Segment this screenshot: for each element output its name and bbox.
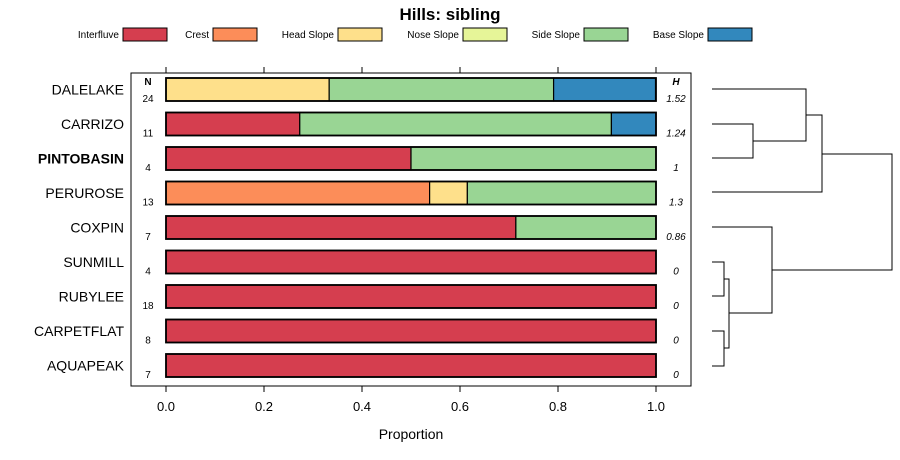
- bar-segment: [328, 77, 555, 102]
- x-tick-label: 0.2: [255, 399, 273, 414]
- bar-outline: [165, 77, 657, 102]
- n-value: 4: [145, 163, 151, 174]
- h-value: 0: [673, 267, 679, 278]
- legend-swatch: [707, 27, 753, 42]
- legend-swatch: [122, 27, 168, 42]
- bar-row: PINTOBASIN 4 1: [38, 146, 679, 174]
- bar-segment: [466, 180, 657, 206]
- bar-outline: [165, 353, 657, 378]
- h-value: 0: [673, 336, 679, 347]
- legend-label: Head Slope: [282, 30, 335, 41]
- n-value: 13: [142, 198, 154, 209]
- dendrogram-link: [712, 88, 807, 142]
- legend-label: Interfluve: [78, 30, 120, 41]
- chart-title: Hills: sibling: [399, 5, 500, 24]
- n-value: 24: [142, 94, 154, 105]
- bar-segment: [165, 111, 301, 137]
- bar-row: PERUROSE 13 1.3: [45, 180, 683, 209]
- n-value: 7: [145, 370, 151, 381]
- dendrogram-link: [772, 153, 893, 271]
- n-header: N: [144, 77, 151, 88]
- h-value: 1.3: [669, 198, 683, 209]
- bar-row: DALELAKE 24 1.52: [52, 77, 686, 105]
- category-label: RUBYLEE: [59, 289, 124, 305]
- bar-segment: [165, 180, 431, 206]
- plot-frame: [130, 72, 692, 387]
- bar-segment: [165, 77, 330, 102]
- n-value: 8: [145, 336, 151, 347]
- bar-segment: [515, 215, 657, 240]
- x-tick-label: 0.6: [451, 399, 469, 414]
- category-label: CARRIZO: [61, 116, 124, 132]
- bar-segment: [165, 353, 657, 378]
- h-value: 1.52: [666, 94, 686, 105]
- bar-row: COXPIN 7 0.86: [70, 215, 686, 243]
- category-label: SUNMILL: [63, 254, 124, 270]
- h-value: 0: [673, 301, 679, 312]
- h-value: 0: [673, 370, 679, 381]
- bar-outline: [165, 180, 657, 206]
- dendrogram: [712, 88, 893, 367]
- legend: Interfluve Crest Head Slope Nose Slope Side …: [78, 27, 753, 42]
- bar-segment: [610, 111, 657, 137]
- bar-outline: [165, 146, 657, 171]
- h-value: 0.86: [666, 232, 686, 243]
- category-label: CARPETFLAT: [34, 323, 124, 339]
- bar-row: RUBYLEE 18 0: [59, 284, 679, 312]
- bar-segment: [299, 111, 613, 137]
- n-value: 18: [142, 301, 154, 312]
- bar-outline: [165, 215, 657, 240]
- dendrogram-link: [712, 330, 725, 367]
- h-value: 1: [673, 163, 679, 174]
- dendrogram-link: [712, 123, 754, 159]
- h-value: 1.24: [666, 129, 686, 140]
- x-axis-title: Proportion: [379, 426, 444, 442]
- bar-segment: [165, 284, 657, 309]
- legend-swatch: [462, 27, 508, 42]
- h-header: H: [672, 77, 680, 88]
- x-tick-label: 0.4: [353, 399, 371, 414]
- category-label: DALELAKE: [52, 82, 124, 98]
- bar-outline: [165, 111, 657, 137]
- x-tick-label: 1.0: [647, 399, 665, 414]
- legend-swatch: [583, 27, 629, 42]
- legend-swatch: [337, 27, 383, 42]
- category-label: COXPIN: [70, 220, 124, 236]
- legend-label: Crest: [185, 30, 209, 41]
- legend-swatch: [212, 27, 258, 42]
- x-tick-label: 0.8: [549, 399, 567, 414]
- bar-row: AQUAPEAK 7 0: [47, 353, 679, 381]
- legend-label: Nose Slope: [407, 30, 459, 41]
- x-axis: 0.0 0.2 0.4 0.6 0.8 1.0: [157, 67, 665, 414]
- legend-label: Base Slope: [653, 30, 705, 41]
- dendrogram-link: [724, 278, 730, 349]
- bar-segment: [410, 146, 657, 171]
- legend-label: Side Slope: [532, 30, 581, 41]
- bar-segment: [165, 249, 657, 275]
- bar-segment: [165, 215, 517, 240]
- dendrogram-link: [712, 226, 773, 314]
- bar-segment: [165, 146, 412, 171]
- bar-row: CARPETFLAT 8 0: [34, 318, 679, 347]
- n-value: 11: [143, 129, 154, 140]
- n-value: 7: [145, 232, 151, 243]
- dendrogram-link: [712, 261, 725, 297]
- x-tick-label: 0.0: [157, 399, 175, 414]
- bar-outline: [165, 284, 657, 309]
- bar-segment: [429, 180, 468, 206]
- n-value: 4: [145, 267, 151, 278]
- bar-segment: [552, 77, 657, 102]
- category-label: PINTOBASIN: [38, 151, 124, 167]
- category-label: PERUROSE: [45, 185, 124, 201]
- category-label: AQUAPEAK: [47, 358, 125, 374]
- bar-row: SUNMILL 4 0: [63, 249, 679, 278]
- bar-row: CARRIZO 11 1.24: [61, 111, 686, 140]
- bar-outline: [165, 249, 657, 275]
- bar-outline: [165, 318, 657, 344]
- bar-segment: [165, 318, 657, 344]
